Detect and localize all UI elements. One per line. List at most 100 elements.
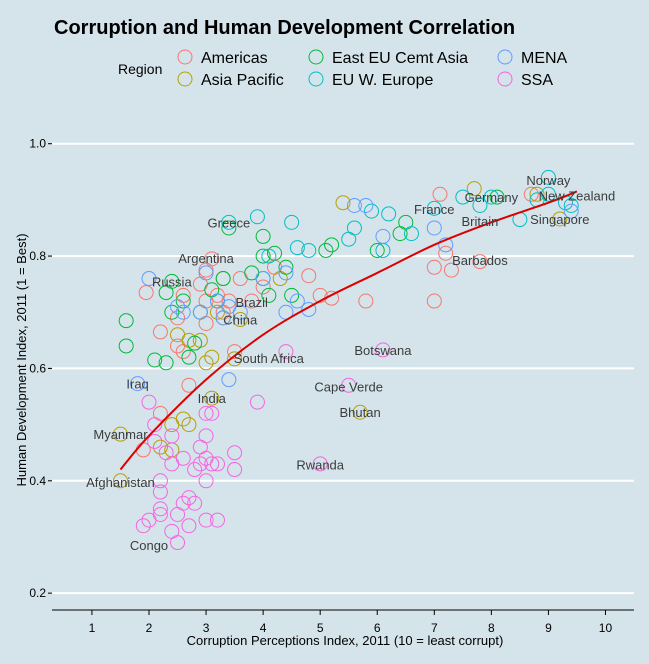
data-point xyxy=(175,495,191,511)
data-point xyxy=(215,271,231,287)
data-point xyxy=(466,181,482,197)
data-point xyxy=(170,310,186,326)
legend-label-mena: MENA xyxy=(521,50,568,67)
data-point xyxy=(192,456,208,472)
point-label-afghanistan: Afghanistan xyxy=(86,475,155,490)
legend-label-asia-pacific: Asia Pacific xyxy=(201,72,284,89)
data-point xyxy=(318,242,334,258)
point-label-congo: Congo xyxy=(130,538,168,553)
point-label-india: India xyxy=(198,391,227,406)
data-point xyxy=(187,462,203,478)
point-label-britain: Britain xyxy=(462,214,499,229)
point-label-botswana: Botswana xyxy=(354,343,412,358)
data-point xyxy=(204,349,220,365)
data-point xyxy=(158,355,174,371)
y-axis-ticks: 0.2 0.4 0.6 0.8 1.0 xyxy=(29,137,52,600)
data-point xyxy=(523,186,539,202)
y-tick-label: 0.4 xyxy=(29,474,46,488)
data-point xyxy=(227,445,243,461)
x-axis-title: Corruption Perceptions Index, 2011 (10 =… xyxy=(187,633,504,648)
series-ssa xyxy=(135,342,391,551)
data-point xyxy=(138,285,154,301)
data-point xyxy=(426,259,442,275)
y-tick-label: 1.0 xyxy=(29,137,46,151)
data-point xyxy=(152,439,168,455)
data-point xyxy=(529,186,545,202)
data-point xyxy=(301,242,317,258)
legend: Region Americas Asia Pacific East EU Cemt … xyxy=(118,49,568,89)
data-point xyxy=(249,394,265,410)
legend-key-americas xyxy=(177,49,193,65)
data-point xyxy=(152,506,168,522)
point-label-rwanda: Rwanda xyxy=(296,457,344,472)
data-point xyxy=(147,417,163,433)
data-point xyxy=(175,293,191,309)
data-point xyxy=(346,220,362,236)
data-point xyxy=(164,304,180,320)
point-label-bhutan: Bhutan xyxy=(340,405,381,420)
data-point xyxy=(181,417,197,433)
legend-label-east-eu-cemt-asia: East EU Cemt Asia xyxy=(332,50,468,67)
data-point xyxy=(346,198,362,214)
data-point xyxy=(198,473,214,489)
data-point xyxy=(284,287,300,303)
data-point xyxy=(278,259,294,275)
data-point xyxy=(358,293,374,309)
legend-label-ssa: SSA xyxy=(521,72,553,89)
x-tick-label: 3 xyxy=(203,621,210,635)
legend-title: Region xyxy=(118,61,162,77)
data-point xyxy=(135,518,151,534)
x-tick-label: 10 xyxy=(599,621,613,635)
point-label-myanmar: Myanmar xyxy=(93,427,148,442)
data-point xyxy=(301,301,317,317)
data-point xyxy=(489,189,505,205)
data-point xyxy=(261,287,277,303)
data-point xyxy=(181,490,197,506)
data-point xyxy=(232,304,248,320)
data-point xyxy=(563,198,579,214)
data-point xyxy=(341,377,357,393)
data-point xyxy=(198,265,214,281)
point-label-cape-verde: Cape Verde xyxy=(314,379,383,394)
data-point xyxy=(175,304,191,320)
data-point xyxy=(255,228,271,244)
data-point xyxy=(221,372,237,388)
point-label-iraq: Iraq xyxy=(126,377,148,392)
data-point xyxy=(204,456,220,472)
point-label-south-africa: South Africa xyxy=(234,351,305,366)
trend-line xyxy=(119,190,578,471)
data-point xyxy=(472,254,488,270)
data-point xyxy=(198,355,214,371)
data-point xyxy=(227,462,243,478)
data-point xyxy=(118,338,134,354)
data-point xyxy=(164,273,180,289)
chart-title: Corruption and Human Development Correla… xyxy=(54,17,515,39)
data-point xyxy=(540,186,556,202)
data-point xyxy=(438,237,454,253)
data-point xyxy=(358,198,374,214)
data-point xyxy=(426,293,442,309)
data-point xyxy=(152,473,168,489)
point-label-france: France xyxy=(414,202,454,217)
data-point xyxy=(141,394,157,410)
data-point xyxy=(141,271,157,287)
data-point xyxy=(204,251,220,267)
data-points xyxy=(112,169,579,551)
data-point xyxy=(261,248,277,264)
data-point xyxy=(289,240,305,256)
legend-key-ssa xyxy=(497,71,513,87)
data-point xyxy=(455,189,471,205)
legend-key-east-eu-cemt-asia xyxy=(308,49,324,65)
data-point xyxy=(187,335,203,351)
x-axis-ticks: 1 2 3 4 5 6 7 8 9 10 xyxy=(89,610,613,635)
data-point xyxy=(112,473,128,489)
legend-key-eu-w-europe xyxy=(308,71,324,87)
x-tick-label: 2 xyxy=(146,621,153,635)
data-point xyxy=(312,456,328,472)
point-label-russia: Russia xyxy=(152,274,193,289)
y-axis-title: Human Development Index, 2011 (1 = Best) xyxy=(14,233,29,486)
point-label-barbados: Barbados xyxy=(452,253,508,268)
data-point xyxy=(255,279,271,295)
y-tick-label: 0.2 xyxy=(29,586,46,600)
